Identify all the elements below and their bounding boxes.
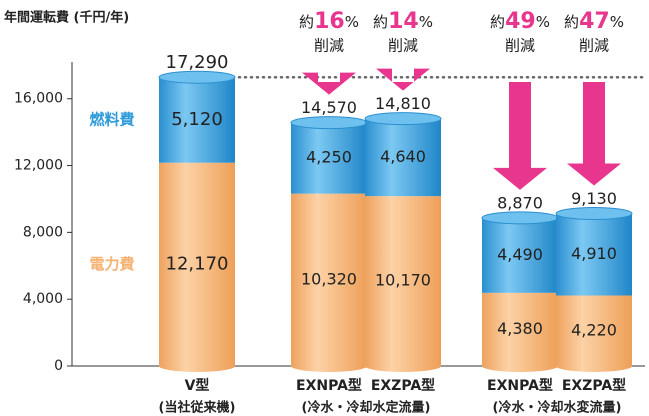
annotation-value: 16: [314, 9, 345, 34]
total-label: 9,130: [571, 189, 617, 208]
series-label: 燃料費: [89, 110, 134, 128]
arrow: [567, 82, 621, 186]
bar-segment: [291, 122, 367, 194]
arrow: [493, 82, 547, 190]
x-tick-label: EXNPA型: [487, 377, 553, 394]
bar-top: [364, 112, 442, 126]
annotation-prefix: 約: [490, 13, 505, 31]
group-label: (冷水・冷却水変流量): [493, 400, 622, 416]
value-label: 4,250: [306, 148, 352, 167]
total-label: 14,810: [375, 94, 431, 113]
value-label: 4,490: [497, 245, 543, 264]
y-tick-label: 0: [54, 358, 63, 374]
value-label: 10,320: [301, 269, 357, 288]
annotation: 約14%: [373, 9, 433, 34]
bar-segment: [159, 77, 235, 163]
bar-segment: [482, 292, 558, 366]
y-tick-label: 12,000: [14, 158, 63, 174]
bar-segment: [291, 193, 367, 366]
annotation: 約47%: [564, 9, 624, 34]
total-label: 14,570: [301, 98, 357, 117]
value-label: 4,640: [380, 147, 426, 166]
bar-segment: [159, 162, 235, 366]
bar-segment: [482, 217, 558, 293]
annotation: 約16%: [299, 9, 359, 34]
y-tick-label: 8,000: [23, 224, 63, 240]
arrow: [302, 72, 356, 95]
arrow: [376, 68, 430, 91]
x-tick-label: EXZPA型: [562, 377, 626, 394]
x-tick-label: EXZPA型: [371, 377, 435, 394]
annotation-prefix: 約: [373, 13, 388, 31]
annotation-text: 削減: [314, 37, 344, 55]
value-label: 12,170: [166, 253, 229, 274]
x-tick-label: EXNPA型: [296, 377, 362, 394]
bar-top: [158, 70, 236, 84]
annotation-text: 削減: [579, 37, 609, 55]
annotation-value: 49: [505, 9, 536, 34]
group-label: (当社従来機): [159, 400, 236, 416]
annotation-unit: %: [419, 13, 433, 31]
group-label: (冷水・冷却水定流量): [302, 400, 431, 416]
value-label: 10,170: [375, 271, 431, 290]
value-label: 5,120: [171, 109, 223, 130]
bar-segment: [556, 213, 632, 296]
x-tick-label: V型: [185, 377, 210, 394]
bar-segment: [365, 118, 441, 197]
annotation-value: 47: [579, 9, 610, 34]
annotation-text: 削減: [505, 37, 535, 55]
total-label: 17,290: [166, 52, 229, 73]
bar-top: [290, 116, 368, 130]
value-label: 4,910: [571, 244, 617, 263]
bar-segment: [556, 295, 632, 366]
bar-segment: [365, 196, 441, 366]
annotation-text: 削減: [388, 37, 418, 55]
value-label: 4,220: [571, 320, 617, 339]
y-tick-label: 16,000: [14, 91, 63, 107]
annotation-prefix: 約: [564, 13, 579, 31]
annotation-unit: %: [345, 13, 359, 31]
annotation-unit: %: [536, 13, 550, 31]
y-axis-title: 年間運転費 (千円/年): [4, 10, 129, 26]
annotation-unit: %: [610, 13, 624, 31]
value-label: 4,380: [497, 319, 543, 338]
annotation-prefix: 約: [299, 13, 314, 31]
annotation: 約49%: [490, 9, 550, 34]
bar-top: [481, 211, 559, 225]
series-label: 電力費: [89, 255, 134, 273]
total-label: 8,870: [497, 193, 543, 212]
y-tick-label: 4,000: [23, 291, 63, 307]
bar-top: [555, 206, 633, 220]
annotation-value: 14: [388, 9, 419, 34]
